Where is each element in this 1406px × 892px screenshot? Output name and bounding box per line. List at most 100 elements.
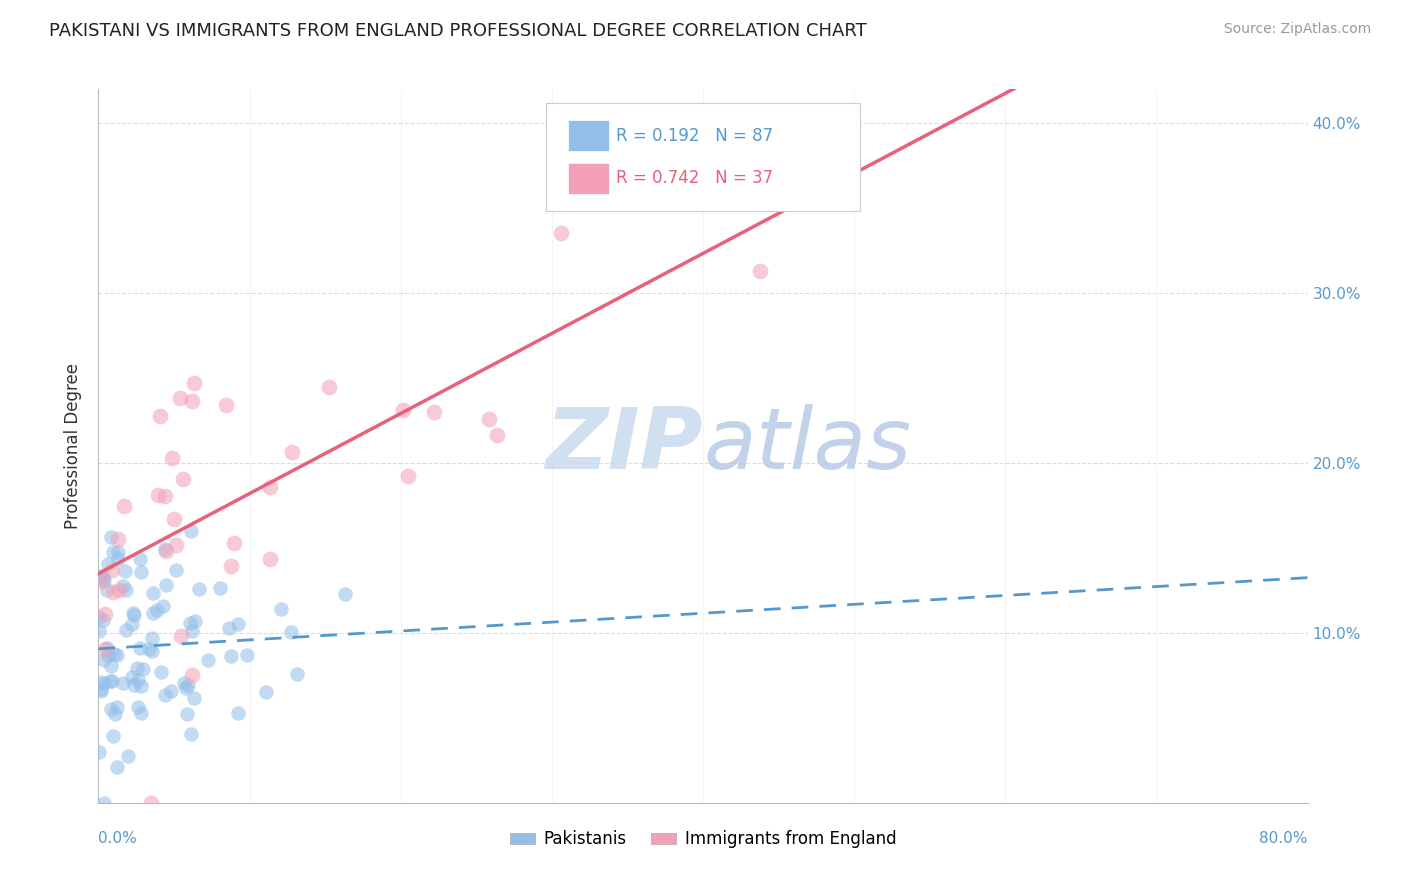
Point [89,610,111,624]
Point [165,538,187,552]
Text: Source: ZipAtlas.com: Source: ZipAtlas.com [1223,22,1371,37]
Text: 0.0%: 0.0% [98,831,138,847]
Point [173,676,195,690]
Point [179,615,201,630]
Point [259,552,281,566]
Point [91,574,114,588]
Point [335,587,357,601]
Point [89,674,111,689]
Point [183,691,205,706]
Point [174,681,197,695]
Point [125,661,148,675]
Point [208,581,231,595]
Point [142,586,165,600]
Point [180,393,202,408]
Point [100,673,122,688]
Point [219,559,242,574]
Point [129,566,152,580]
Point [478,411,501,425]
Point [112,675,135,690]
Point [105,648,128,663]
Point [100,674,122,689]
Point [96,582,118,597]
Point [396,468,419,483]
Point [87,624,110,638]
Point [197,653,219,667]
Point [103,647,125,661]
Point [122,678,145,692]
Point [101,729,124,743]
Point [129,640,152,655]
Point [105,700,128,714]
Point [121,617,143,632]
Point [181,667,204,681]
Point [280,624,302,639]
Point [114,565,136,579]
Point [160,450,183,465]
Text: ZIP: ZIP [546,404,703,488]
Point [100,659,122,673]
Point [127,673,149,687]
Point [138,642,160,657]
FancyBboxPatch shape [568,162,609,194]
Point [127,699,149,714]
Point [105,760,128,774]
Point [169,391,191,405]
Point [183,614,205,628]
Point [100,563,122,577]
Point [153,489,176,503]
Point [281,445,304,459]
Point [776,150,799,164]
Point [112,499,135,513]
Point [90,681,112,696]
Point [117,749,139,764]
Point [422,405,444,419]
Point [124,608,146,623]
Point [155,578,177,592]
Point [142,606,165,620]
Point [131,662,153,676]
Point [165,563,187,577]
Point [163,512,186,526]
Y-axis label: Professional Degree: Professional Degree [65,363,83,529]
Point [259,480,281,494]
Point [155,544,177,558]
Point [150,665,173,680]
Point [176,706,198,721]
Point [180,624,202,638]
Point [107,552,129,566]
Point [93,796,115,810]
Point [226,706,249,721]
Point [107,532,129,546]
Legend: Pakistanis, Immigrants from England: Pakistanis, Immigrants from England [503,824,903,855]
Point [96,640,118,655]
Point [139,796,162,810]
Point [155,541,177,556]
Point [121,670,143,684]
Point [214,398,236,412]
Point [100,702,122,716]
Point [90,684,112,698]
Point [121,606,143,620]
Point [152,599,174,613]
Point [93,653,115,667]
Point [104,706,127,721]
Point [149,409,172,423]
Point [148,488,170,502]
Point [188,582,211,596]
Point [222,536,245,550]
Point [112,579,135,593]
Point [100,530,122,544]
Point [115,624,138,638]
Point [486,428,509,442]
Point [141,643,163,657]
Text: atlas: atlas [703,404,911,488]
Point [108,582,131,597]
Point [90,569,112,583]
Point [169,629,191,643]
Text: R = 0.742   N = 37: R = 0.742 N = 37 [616,169,773,187]
Point [94,607,117,622]
Point [172,472,194,486]
Point [146,603,169,617]
Point [153,689,176,703]
